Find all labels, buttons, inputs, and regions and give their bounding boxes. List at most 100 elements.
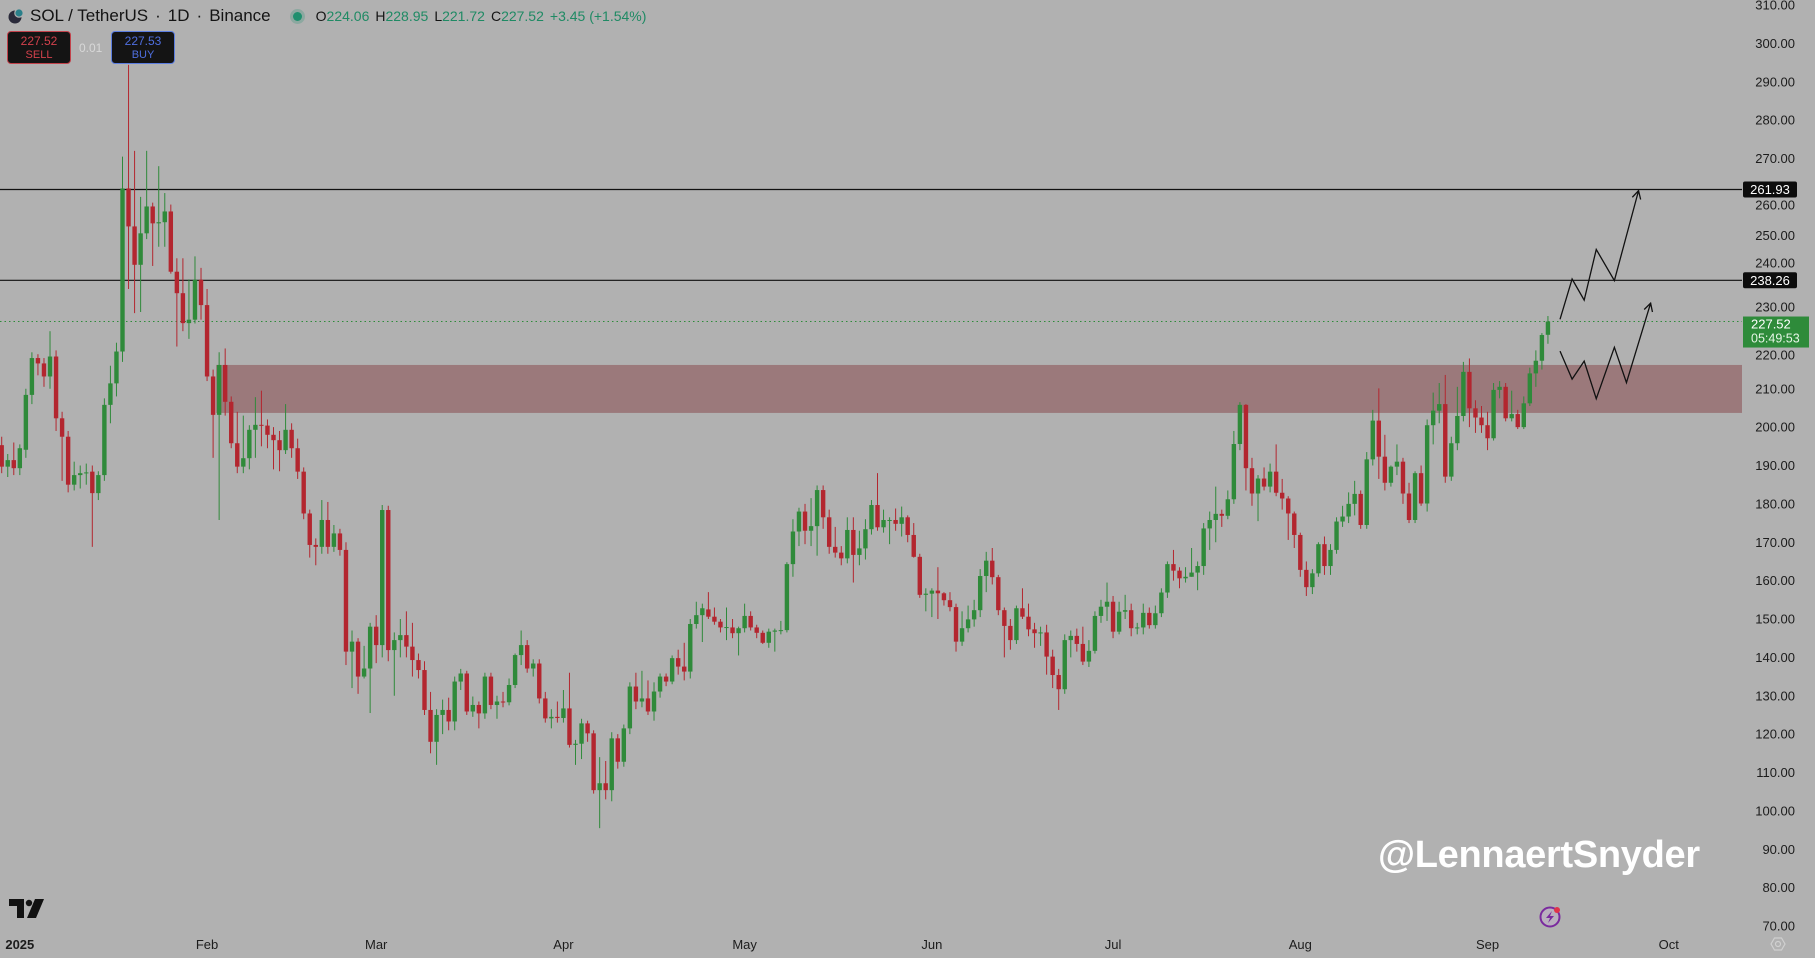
candle[interactable] bbox=[1141, 603, 1146, 635]
candle[interactable] bbox=[307, 509, 312, 558]
candle[interactable] bbox=[150, 202, 155, 266]
candle[interactable] bbox=[47, 331, 53, 389]
candle[interactable] bbox=[174, 258, 180, 347]
candle[interactable] bbox=[11, 442, 16, 476]
candle[interactable] bbox=[265, 419, 270, 449]
candle[interactable] bbox=[5, 453, 10, 478]
candle[interactable] bbox=[1292, 511, 1297, 549]
candle[interactable] bbox=[790, 519, 796, 577]
candle[interactable] bbox=[1382, 434, 1388, 491]
candle[interactable] bbox=[1298, 532, 1303, 577]
candle[interactable] bbox=[494, 695, 500, 719]
candle[interactable] bbox=[1443, 374, 1448, 483]
candle[interactable] bbox=[1183, 567, 1188, 583]
candle[interactable] bbox=[84, 463, 89, 485]
candle[interactable] bbox=[893, 508, 898, 531]
candle[interactable] bbox=[198, 267, 204, 320]
candle[interactable] bbox=[959, 611, 965, 646]
candle[interactable] bbox=[53, 350, 59, 431]
candle[interactable] bbox=[1068, 630, 1073, 658]
candle[interactable] bbox=[645, 680, 651, 715]
candle[interactable] bbox=[1461, 361, 1466, 422]
candle[interactable] bbox=[156, 166, 161, 247]
candle[interactable] bbox=[772, 628, 778, 652]
candle[interactable] bbox=[313, 538, 318, 566]
candle[interactable] bbox=[373, 615, 379, 664]
candle[interactable] bbox=[1545, 316, 1551, 344]
candle[interactable] bbox=[1316, 542, 1321, 577]
candle[interactable] bbox=[1098, 599, 1104, 623]
candle[interactable] bbox=[1406, 482, 1412, 524]
candle[interactable] bbox=[367, 622, 373, 714]
candle[interactable] bbox=[531, 659, 536, 677]
candle[interactable] bbox=[488, 672, 494, 710]
candle[interactable] bbox=[168, 204, 174, 274]
candle[interactable] bbox=[591, 730, 596, 794]
candle[interactable] bbox=[512, 653, 518, 689]
candle[interactable] bbox=[881, 509, 886, 533]
candle[interactable] bbox=[537, 659, 542, 704]
candle[interactable] bbox=[476, 701, 482, 729]
candle[interactable] bbox=[899, 506, 904, 537]
candle[interactable] bbox=[1455, 386, 1460, 451]
candle[interactable] bbox=[325, 501, 331, 554]
candle[interactable] bbox=[1491, 382, 1496, 441]
candle[interactable] bbox=[947, 592, 953, 612]
candle[interactable] bbox=[386, 505, 391, 662]
candle[interactable] bbox=[1279, 478, 1285, 510]
candle[interactable] bbox=[1219, 509, 1224, 527]
candle[interactable] bbox=[875, 473, 880, 531]
candle[interactable] bbox=[760, 630, 765, 644]
candle[interactable] bbox=[1074, 628, 1080, 652]
candle[interactable] bbox=[23, 388, 29, 458]
candle[interactable] bbox=[506, 678, 512, 706]
candle[interactable] bbox=[694, 601, 699, 629]
candle[interactable] bbox=[965, 605, 971, 633]
candle[interactable] bbox=[138, 196, 143, 312]
candle[interactable] bbox=[271, 427, 276, 470]
candle[interactable] bbox=[627, 682, 633, 735]
gear-icon[interactable] bbox=[1770, 937, 1786, 951]
candle[interactable] bbox=[192, 256, 198, 324]
candle[interactable] bbox=[235, 411, 240, 474]
interval[interactable]: 1D bbox=[167, 6, 190, 25]
candle[interactable] bbox=[1388, 465, 1394, 487]
candle[interactable] bbox=[458, 668, 463, 690]
candle[interactable] bbox=[833, 526, 838, 558]
candle[interactable] bbox=[1267, 463, 1273, 493]
candle[interactable] bbox=[253, 397, 258, 458]
candle[interactable] bbox=[422, 661, 427, 715]
candle[interactable] bbox=[295, 438, 300, 479]
tradingview-logo-icon[interactable] bbox=[9, 899, 44, 918]
solana-logo-icon[interactable] bbox=[8, 8, 24, 24]
candle[interactable] bbox=[935, 567, 941, 619]
candle[interactable] bbox=[1430, 392, 1436, 445]
candle[interactable] bbox=[132, 150, 137, 314]
candle[interactable] bbox=[543, 691, 548, 723]
candle[interactable] bbox=[808, 498, 814, 547]
candle[interactable] bbox=[814, 485, 820, 556]
candle[interactable] bbox=[108, 365, 113, 424]
candle[interactable] bbox=[1225, 490, 1231, 520]
candle[interactable] bbox=[609, 732, 614, 802]
candle[interactable] bbox=[1014, 605, 1019, 644]
candle[interactable] bbox=[971, 599, 977, 627]
candle[interactable] bbox=[398, 619, 403, 658]
candle[interactable] bbox=[1026, 603, 1031, 637]
candle[interactable] bbox=[500, 691, 506, 708]
candle[interactable] bbox=[1418, 465, 1424, 506]
candle[interactable] bbox=[1485, 411, 1490, 451]
candle[interactable] bbox=[845, 517, 850, 564]
candle[interactable] bbox=[41, 358, 47, 387]
candle[interactable] bbox=[615, 734, 620, 769]
candle[interactable] bbox=[675, 649, 681, 675]
candle[interactable] bbox=[1255, 475, 1261, 522]
candle[interactable] bbox=[1412, 471, 1418, 524]
candle[interactable] bbox=[1002, 607, 1007, 658]
candle[interactable] bbox=[1231, 430, 1237, 504]
candle[interactable] bbox=[555, 701, 560, 723]
candle[interactable] bbox=[917, 553, 922, 598]
candle[interactable] bbox=[180, 258, 186, 332]
candle[interactable] bbox=[561, 689, 566, 723]
buy-button[interactable]: 227.53 BUY bbox=[111, 31, 175, 64]
